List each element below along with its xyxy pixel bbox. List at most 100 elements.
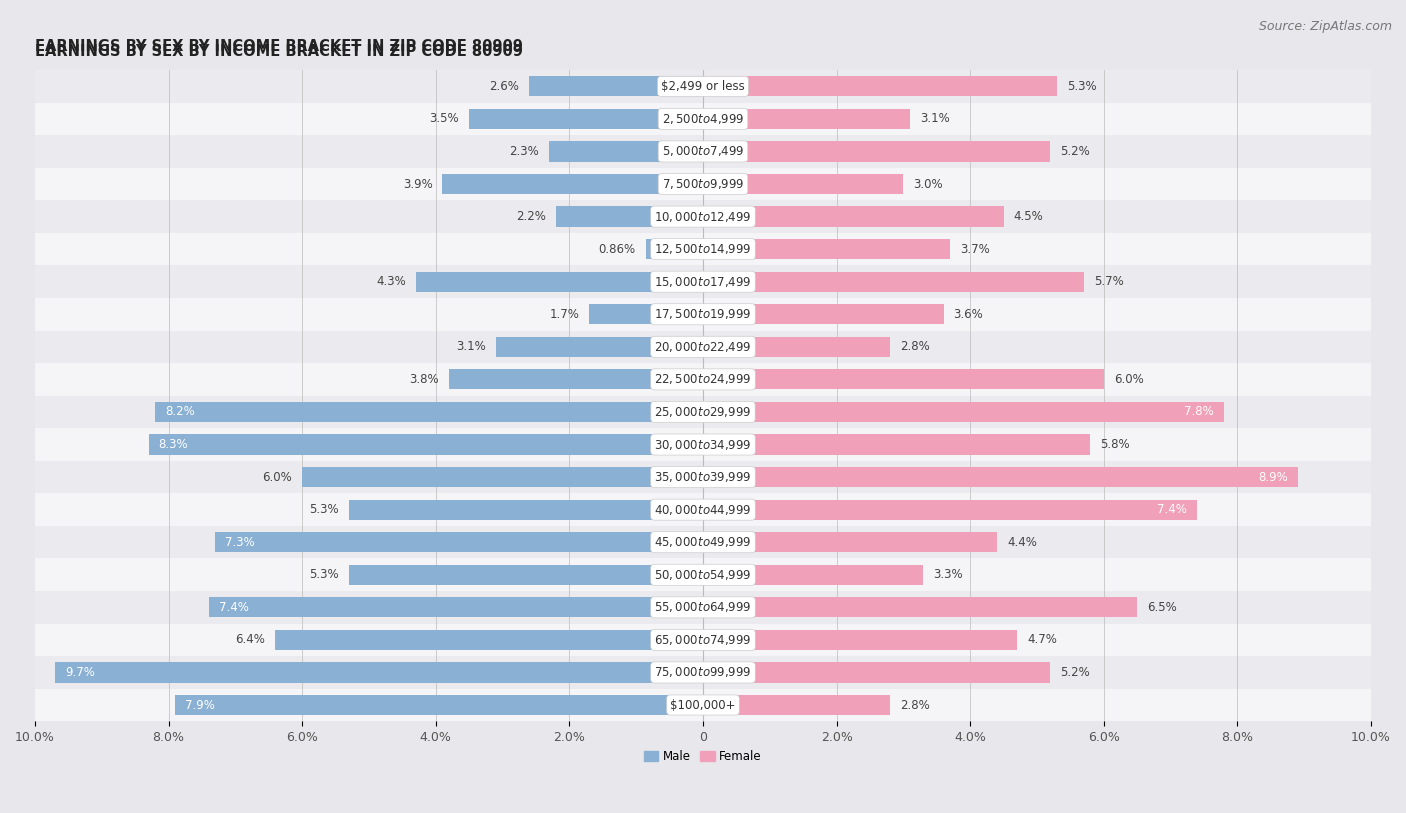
Text: 3.6%: 3.6% <box>953 308 983 321</box>
Text: 8.2%: 8.2% <box>166 406 195 419</box>
Bar <box>35 70 1371 102</box>
Bar <box>703 663 1050 683</box>
Bar <box>703 434 1091 454</box>
Text: 5.3%: 5.3% <box>1067 80 1097 93</box>
Text: 3.5%: 3.5% <box>429 112 460 125</box>
Bar <box>35 233 1371 265</box>
Text: $50,000 to $54,999: $50,000 to $54,999 <box>654 567 752 582</box>
Text: 2.6%: 2.6% <box>489 80 519 93</box>
Bar <box>555 207 703 227</box>
Bar <box>703 565 924 585</box>
Text: 5.3%: 5.3% <box>309 503 339 516</box>
Text: $20,000 to $22,499: $20,000 to $22,499 <box>654 340 752 354</box>
Bar <box>443 174 703 194</box>
Text: 1.7%: 1.7% <box>550 308 579 321</box>
Text: $35,000 to $39,999: $35,000 to $39,999 <box>654 470 752 484</box>
Text: $100,000+: $100,000+ <box>671 698 735 711</box>
Bar <box>703 76 1057 97</box>
Text: 8.3%: 8.3% <box>159 438 188 451</box>
Text: $40,000 to $44,999: $40,000 to $44,999 <box>654 502 752 516</box>
Bar <box>35 396 1371 428</box>
Bar <box>703 239 950 259</box>
Text: 5.2%: 5.2% <box>1060 145 1090 158</box>
Bar <box>176 695 703 715</box>
Bar <box>35 689 1371 721</box>
Text: 4.4%: 4.4% <box>1007 536 1036 549</box>
Text: 7.4%: 7.4% <box>219 601 249 614</box>
Bar <box>302 467 703 487</box>
Text: 6.0%: 6.0% <box>263 471 292 484</box>
Bar <box>589 304 703 324</box>
Text: 0.86%: 0.86% <box>599 242 636 255</box>
Legend: Male, Female: Male, Female <box>640 745 766 767</box>
Text: 3.8%: 3.8% <box>409 373 439 386</box>
Bar <box>416 272 703 292</box>
Text: $17,500 to $19,999: $17,500 to $19,999 <box>654 307 752 321</box>
Bar <box>703 174 904 194</box>
Text: 7.3%: 7.3% <box>225 536 254 549</box>
Bar <box>35 363 1371 396</box>
Bar <box>35 200 1371 233</box>
Bar <box>703 499 1198 520</box>
Text: 5.7%: 5.7% <box>1094 275 1123 288</box>
Text: 3.9%: 3.9% <box>402 177 433 190</box>
Bar <box>155 402 703 422</box>
Bar <box>35 167 1371 200</box>
Text: $5,000 to $7,499: $5,000 to $7,499 <box>662 145 744 159</box>
Text: 7.9%: 7.9% <box>186 698 215 711</box>
Bar <box>35 265 1371 298</box>
Text: 5.3%: 5.3% <box>309 568 339 581</box>
Bar <box>349 565 703 585</box>
Text: 3.1%: 3.1% <box>456 341 486 354</box>
Bar <box>35 656 1371 689</box>
Text: $30,000 to $34,999: $30,000 to $34,999 <box>654 437 752 451</box>
Bar <box>703 141 1050 162</box>
Bar <box>35 591 1371 624</box>
Text: 2.8%: 2.8% <box>900 341 929 354</box>
Text: 3.0%: 3.0% <box>914 177 943 190</box>
Text: 2.8%: 2.8% <box>900 698 929 711</box>
Bar <box>496 337 703 357</box>
Text: $10,000 to $12,499: $10,000 to $12,499 <box>654 210 752 224</box>
Text: EARNINGS BY SEX BY INCOME BRACKET IN ZIP CODE 80909: EARNINGS BY SEX BY INCOME BRACKET IN ZIP… <box>35 39 523 54</box>
Bar <box>55 663 703 683</box>
Bar <box>703 467 1298 487</box>
Text: 4.3%: 4.3% <box>375 275 406 288</box>
Bar <box>35 461 1371 493</box>
Bar <box>35 559 1371 591</box>
Text: 6.5%: 6.5% <box>1147 601 1177 614</box>
Bar <box>349 499 703 520</box>
Text: $7,500 to $9,999: $7,500 to $9,999 <box>662 177 744 191</box>
Text: 9.7%: 9.7% <box>65 666 94 679</box>
Text: 6.4%: 6.4% <box>236 633 266 646</box>
Bar <box>645 239 703 259</box>
Bar <box>149 434 703 454</box>
Text: $22,500 to $24,999: $22,500 to $24,999 <box>654 372 752 386</box>
Text: $25,000 to $29,999: $25,000 to $29,999 <box>654 405 752 419</box>
Text: $2,500 to $4,999: $2,500 to $4,999 <box>662 112 744 126</box>
Bar <box>703 533 997 552</box>
Bar <box>703 369 1104 389</box>
Bar <box>35 493 1371 526</box>
Text: 2.2%: 2.2% <box>516 210 546 223</box>
Bar <box>703 304 943 324</box>
Text: 3.7%: 3.7% <box>960 242 990 255</box>
Text: 4.5%: 4.5% <box>1014 210 1043 223</box>
Bar <box>703 695 890 715</box>
Text: 3.3%: 3.3% <box>934 568 963 581</box>
Text: Source: ZipAtlas.com: Source: ZipAtlas.com <box>1258 20 1392 33</box>
Text: 5.8%: 5.8% <box>1101 438 1130 451</box>
Bar <box>703 109 910 129</box>
Text: 4.7%: 4.7% <box>1026 633 1057 646</box>
Bar <box>550 141 703 162</box>
Bar <box>703 337 890 357</box>
Bar <box>35 102 1371 135</box>
Text: 7.8%: 7.8% <box>1184 406 1213 419</box>
Text: 2.3%: 2.3% <box>509 145 540 158</box>
Text: 8.9%: 8.9% <box>1258 471 1288 484</box>
Bar <box>35 624 1371 656</box>
Bar <box>703 207 1004 227</box>
Bar <box>35 526 1371 559</box>
Bar <box>703 402 1225 422</box>
Bar <box>35 428 1371 461</box>
